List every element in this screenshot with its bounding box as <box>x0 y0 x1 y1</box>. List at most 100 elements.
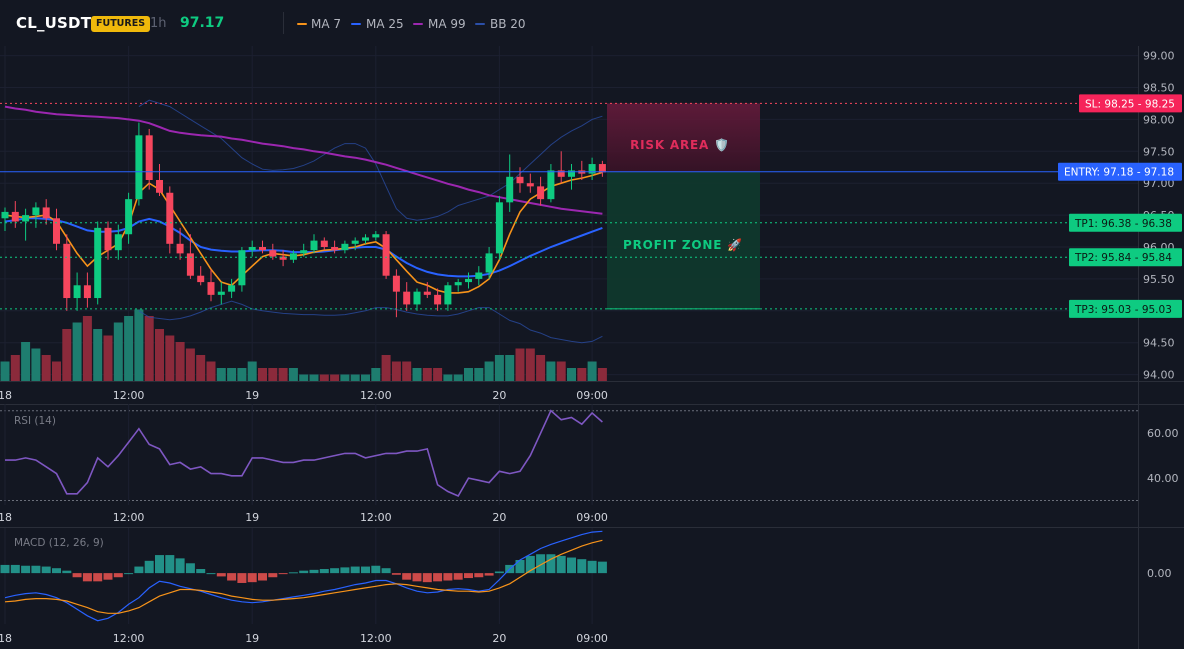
candle-body[interactable] <box>331 247 339 251</box>
candle-body[interactable] <box>403 291 411 305</box>
candle-body[interactable] <box>300 250 308 254</box>
ma25-legend-label[interactable]: MA 25 <box>366 17 404 31</box>
macd-histogram-bar <box>237 573 247 583</box>
candle-body[interactable] <box>238 250 246 286</box>
candle-body[interactable] <box>217 291 225 295</box>
macd-histogram-bar <box>515 560 525 574</box>
candle-body[interactable] <box>495 202 503 254</box>
candle-body[interactable] <box>362 237 369 241</box>
futures-badge: FUTURES <box>91 16 151 32</box>
candle-body[interactable] <box>279 256 287 260</box>
candle-body[interactable] <box>289 253 297 260</box>
candle-body[interactable] <box>341 243 349 251</box>
macd-histogram-bar <box>494 571 504 574</box>
candle-body[interactable] <box>269 250 277 257</box>
candle-body[interactable] <box>526 183 534 187</box>
candle-body[interactable] <box>588 164 596 174</box>
candle-body[interactable] <box>382 234 390 276</box>
candle-body[interactable] <box>413 291 421 305</box>
candle-body[interactable] <box>145 135 153 180</box>
sl-tag[interactable]: SL: 98.25 - 98.25 <box>1079 94 1182 113</box>
bb20-legend-label[interactable]: BB 20 <box>490 17 526 31</box>
candle-body[interactable] <box>94 227 102 299</box>
candle-body[interactable] <box>176 243 184 254</box>
candle-body[interactable] <box>63 243 71 299</box>
volume-bar <box>185 348 195 381</box>
candle-body[interactable] <box>22 215 30 222</box>
ma7-legend-swatch <box>297 23 307 25</box>
candle-body[interactable] <box>423 291 431 295</box>
candle-body[interactable] <box>598 164 606 173</box>
candle-body[interactable] <box>53 218 60 244</box>
candle-body[interactable] <box>465 278 472 283</box>
tp1-tag-text: TP1: 96.38 - 96.38 <box>1074 218 1172 230</box>
macd-histogram-bar <box>361 566 370 574</box>
volume-bar <box>319 374 329 381</box>
price-tick-label: 98.50 <box>1143 81 1175 94</box>
candle-body[interactable] <box>310 240 318 251</box>
time-tick-label: 20 <box>492 632 506 645</box>
candle-body[interactable] <box>166 192 174 244</box>
candle-body[interactable] <box>351 240 359 244</box>
candle-body[interactable] <box>228 285 236 292</box>
volume-bar <box>505 355 515 381</box>
candle-body[interactable] <box>32 207 40 216</box>
rsi-pane[interactable]: 60.00 40.00 <box>0 404 1179 505</box>
candle-body[interactable] <box>547 170 555 200</box>
macd-histogram-bar <box>155 555 164 574</box>
trade-level-tags[interactable]: SL: 98.25 - 98.25 ENTRY: 97.18 - 97.18 TP1… <box>1058 94 1182 318</box>
candle-body[interactable] <box>392 275 400 292</box>
candle-body[interactable] <box>125 199 133 235</box>
candle-body[interactable] <box>11 211 19 222</box>
candle-body[interactable] <box>320 240 328 247</box>
timeframe-label[interactable]: 1h <box>150 16 167 31</box>
candle-body[interactable] <box>104 227 112 251</box>
candles[interactable] <box>1 122 606 318</box>
macd-pane[interactable]: 0.00 <box>0 528 1172 624</box>
risk-area-label: RISK AREA 🛡️ <box>630 138 730 152</box>
candle-body[interactable] <box>475 272 483 279</box>
candle-body[interactable] <box>114 234 122 251</box>
candle-body[interactable] <box>248 247 256 251</box>
entry-tag[interactable]: ENTRY: 97.18 - 97.18 <box>1058 162 1182 181</box>
macd-histogram-bar <box>587 560 597 574</box>
macd-histogram-bar <box>433 573 443 582</box>
candle-body[interactable] <box>135 135 143 200</box>
volume-bar <box>268 368 278 381</box>
volume-bar <box>340 374 350 381</box>
candle-body[interactable] <box>207 282 215 295</box>
volume-bar <box>0 361 10 381</box>
candle-body[interactable] <box>259 247 266 251</box>
candle-body[interactable] <box>156 180 163 193</box>
candle-body[interactable] <box>454 282 462 286</box>
candle-body[interactable] <box>42 207 50 219</box>
candle-body[interactable] <box>372 234 380 238</box>
candle-body[interactable] <box>485 253 493 273</box>
symbol-name[interactable]: CL_USDT <box>16 14 92 32</box>
candle-body[interactable] <box>444 285 452 305</box>
macd-histogram-bar <box>227 573 237 581</box>
candle-body[interactable] <box>516 176 524 184</box>
candle-body[interactable] <box>434 294 442 305</box>
candle-body[interactable] <box>73 285 81 299</box>
candle-body[interactable] <box>506 176 514 203</box>
candle-body[interactable] <box>83 285 91 299</box>
sl-tag-bg <box>1079 94 1182 113</box>
volume-bar <box>330 374 340 381</box>
tp1-tag[interactable]: TP1: 96.38 - 96.38 <box>1069 213 1182 232</box>
volume-bar <box>278 368 288 381</box>
ma99-legend-label[interactable]: MA 99 <box>428 17 466 31</box>
candle-body[interactable] <box>557 170 565 177</box>
candle-body[interactable] <box>186 253 194 276</box>
candle-body[interactable] <box>1 211 9 219</box>
candle-body[interactable] <box>197 275 205 283</box>
tp3-tag[interactable]: TP3: 95.03 - 95.03 <box>1069 299 1182 318</box>
macd-histogram-bar <box>175 558 185 574</box>
macd-histogram-bar <box>422 573 432 583</box>
candle-body[interactable] <box>537 186 545 200</box>
macd-histogram-bar <box>31 565 41 574</box>
tp2-tag[interactable]: TP2: 95.84 - 95.84 <box>1069 248 1182 267</box>
ma7-legend-label[interactable]: MA 7 <box>311 17 342 31</box>
candle-body[interactable] <box>568 170 575 177</box>
